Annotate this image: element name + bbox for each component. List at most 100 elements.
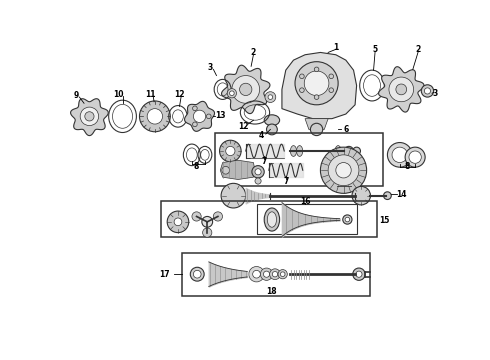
Circle shape bbox=[268, 95, 273, 99]
Ellipse shape bbox=[268, 212, 276, 227]
Circle shape bbox=[227, 89, 237, 98]
Ellipse shape bbox=[264, 115, 280, 126]
Polygon shape bbox=[220, 160, 255, 180]
Circle shape bbox=[80, 107, 98, 126]
Circle shape bbox=[384, 192, 392, 199]
Circle shape bbox=[221, 183, 245, 208]
Text: 13: 13 bbox=[215, 111, 225, 120]
Circle shape bbox=[140, 101, 171, 132]
Polygon shape bbox=[221, 65, 270, 114]
Circle shape bbox=[255, 178, 261, 184]
Bar bbox=[182, 253, 370, 296]
Text: 8: 8 bbox=[194, 162, 199, 171]
Circle shape bbox=[226, 147, 235, 156]
Polygon shape bbox=[282, 53, 357, 119]
Circle shape bbox=[304, 71, 329, 95]
Circle shape bbox=[213, 212, 222, 221]
Text: 3: 3 bbox=[433, 89, 438, 98]
Circle shape bbox=[405, 147, 425, 167]
Polygon shape bbox=[71, 99, 108, 136]
Circle shape bbox=[167, 211, 189, 233]
Circle shape bbox=[249, 266, 264, 282]
Text: 16: 16 bbox=[300, 197, 310, 206]
Text: 10: 10 bbox=[113, 90, 123, 99]
Text: 12: 12 bbox=[238, 122, 248, 131]
Text: 7: 7 bbox=[283, 177, 289, 186]
Circle shape bbox=[278, 270, 287, 279]
Circle shape bbox=[220, 140, 241, 162]
Text: 4: 4 bbox=[259, 131, 264, 140]
Circle shape bbox=[253, 270, 260, 278]
Text: 8: 8 bbox=[405, 162, 410, 171]
Circle shape bbox=[264, 271, 270, 277]
Circle shape bbox=[193, 122, 197, 127]
Circle shape bbox=[352, 186, 370, 205]
Circle shape bbox=[85, 112, 94, 121]
Circle shape bbox=[329, 88, 334, 93]
Bar bbox=[161, 201, 377, 237]
Circle shape bbox=[194, 270, 201, 278]
Bar bbox=[257, 204, 357, 234]
Text: 11: 11 bbox=[145, 90, 155, 99]
Circle shape bbox=[267, 124, 277, 135]
Circle shape bbox=[229, 91, 234, 95]
Circle shape bbox=[202, 216, 213, 227]
Circle shape bbox=[421, 85, 434, 97]
Text: 2: 2 bbox=[416, 45, 421, 54]
Circle shape bbox=[203, 228, 212, 237]
Circle shape bbox=[192, 212, 201, 221]
Circle shape bbox=[272, 271, 278, 277]
Circle shape bbox=[346, 149, 351, 153]
Ellipse shape bbox=[291, 145, 296, 156]
Text: 14: 14 bbox=[396, 190, 407, 199]
Circle shape bbox=[320, 147, 367, 193]
Circle shape bbox=[314, 95, 319, 99]
Circle shape bbox=[194, 110, 206, 122]
Circle shape bbox=[345, 217, 350, 222]
Circle shape bbox=[392, 147, 408, 163]
Circle shape bbox=[270, 269, 280, 280]
Circle shape bbox=[222, 166, 229, 174]
Circle shape bbox=[265, 92, 276, 103]
Circle shape bbox=[409, 151, 421, 163]
Bar bbox=[215, 133, 383, 186]
Circle shape bbox=[299, 88, 304, 93]
Circle shape bbox=[232, 76, 260, 103]
Ellipse shape bbox=[264, 208, 280, 231]
Circle shape bbox=[190, 267, 204, 281]
Circle shape bbox=[147, 109, 163, 124]
Circle shape bbox=[328, 155, 359, 186]
Ellipse shape bbox=[335, 145, 341, 156]
Circle shape bbox=[193, 106, 197, 111]
Text: 9: 9 bbox=[74, 91, 79, 100]
Polygon shape bbox=[185, 102, 215, 131]
Circle shape bbox=[174, 218, 182, 226]
Circle shape bbox=[280, 272, 285, 276]
Circle shape bbox=[252, 166, 264, 178]
Text: 1: 1 bbox=[333, 42, 339, 51]
Text: 2: 2 bbox=[251, 48, 256, 57]
Ellipse shape bbox=[296, 145, 303, 156]
Text: 18: 18 bbox=[267, 287, 277, 296]
Circle shape bbox=[356, 271, 362, 277]
Text: 6: 6 bbox=[343, 125, 348, 134]
Text: 15: 15 bbox=[379, 216, 390, 225]
Text: 12: 12 bbox=[174, 90, 185, 99]
Text: 17: 17 bbox=[159, 270, 170, 279]
Polygon shape bbox=[379, 67, 424, 112]
Circle shape bbox=[314, 67, 319, 72]
Polygon shape bbox=[305, 119, 328, 130]
Text: 7: 7 bbox=[262, 157, 267, 166]
Circle shape bbox=[336, 163, 351, 178]
Circle shape bbox=[424, 88, 431, 94]
Circle shape bbox=[255, 169, 261, 175]
Text: 3: 3 bbox=[208, 63, 213, 72]
Circle shape bbox=[260, 268, 273, 280]
Circle shape bbox=[295, 62, 338, 105]
Circle shape bbox=[343, 215, 352, 224]
Circle shape bbox=[353, 268, 365, 280]
Circle shape bbox=[388, 143, 412, 167]
Circle shape bbox=[353, 147, 361, 155]
Circle shape bbox=[206, 114, 211, 119]
Circle shape bbox=[329, 74, 334, 78]
